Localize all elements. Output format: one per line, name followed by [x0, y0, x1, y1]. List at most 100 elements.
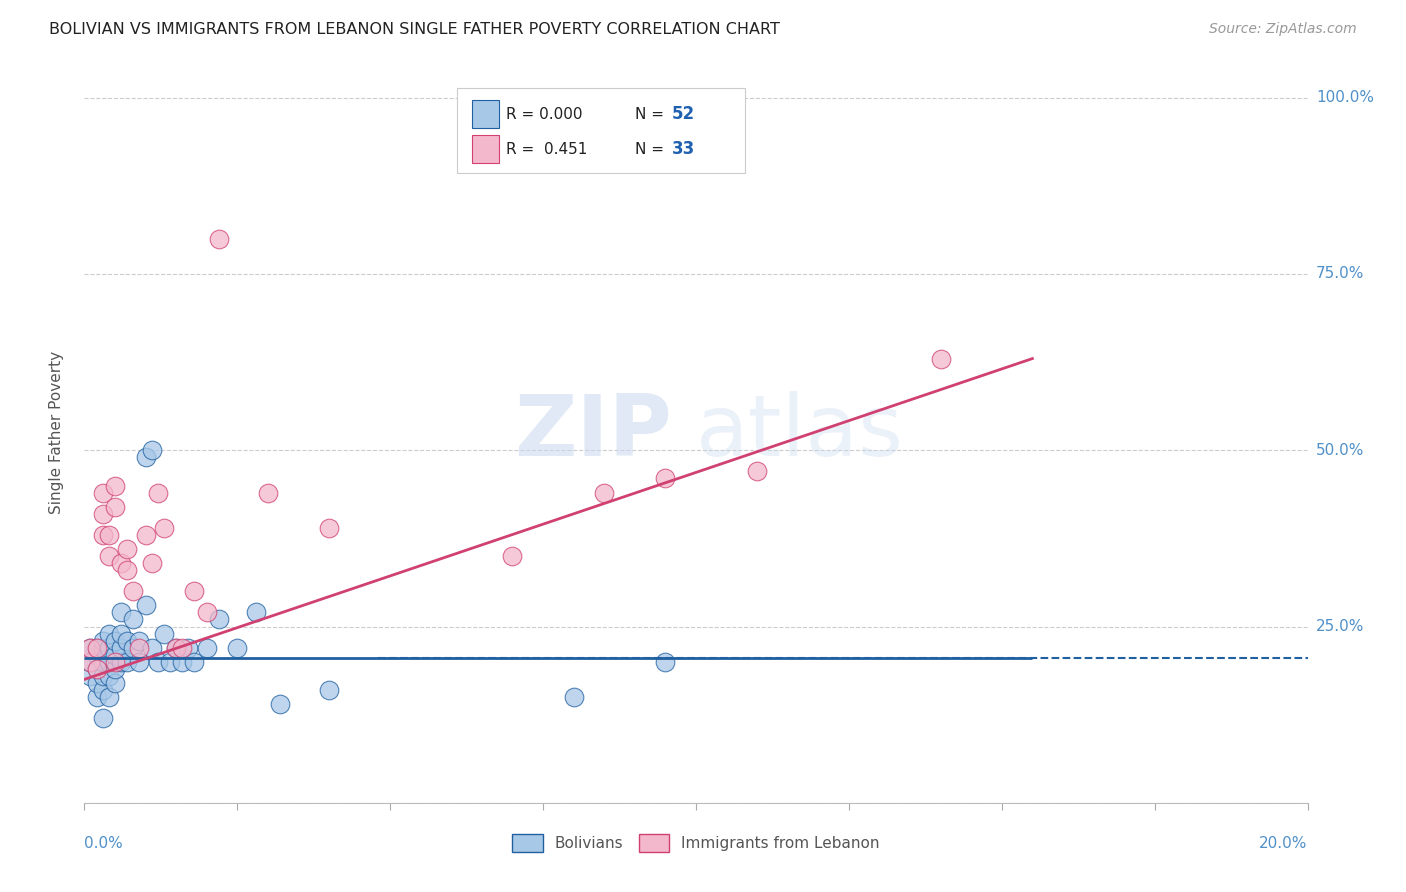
Point — [153, 626, 176, 640]
Point — [86, 640, 108, 655]
Text: 52: 52 — [672, 105, 695, 123]
Point — [122, 640, 145, 655]
Point — [153, 521, 176, 535]
Text: N =: N = — [636, 107, 669, 122]
Point — [104, 676, 127, 690]
Point — [91, 633, 114, 648]
Point — [86, 690, 108, 704]
Text: R = 0.000: R = 0.000 — [506, 107, 583, 122]
Point — [104, 500, 127, 514]
Point — [245, 606, 267, 620]
Text: atlas: atlas — [696, 391, 904, 475]
Point — [104, 633, 127, 648]
Y-axis label: Single Father Poverty: Single Father Poverty — [49, 351, 63, 514]
Point — [195, 640, 218, 655]
Point — [159, 655, 181, 669]
Point — [110, 606, 132, 620]
Point — [79, 655, 101, 669]
Point — [562, 690, 585, 704]
Text: Source: ZipAtlas.com: Source: ZipAtlas.com — [1209, 22, 1357, 37]
Point — [269, 697, 291, 711]
Point — [86, 662, 108, 676]
Point — [97, 528, 120, 542]
Point — [208, 612, 231, 626]
Point — [177, 640, 200, 655]
Point — [91, 528, 114, 542]
Point — [135, 450, 157, 465]
FancyBboxPatch shape — [472, 135, 499, 163]
Point — [79, 655, 101, 669]
Point — [929, 351, 952, 366]
Text: BOLIVIAN VS IMMIGRANTS FROM LEBANON SINGLE FATHER POVERTY CORRELATION CHART: BOLIVIAN VS IMMIGRANTS FROM LEBANON SING… — [49, 22, 780, 37]
Point — [165, 640, 187, 655]
Point — [141, 443, 163, 458]
Text: 100.0%: 100.0% — [1316, 90, 1374, 105]
Point — [86, 640, 108, 655]
Point — [86, 648, 108, 662]
Point — [97, 690, 120, 704]
Point — [183, 584, 205, 599]
Text: 33: 33 — [672, 140, 695, 158]
Legend: Bolivians, Immigrants from Lebanon: Bolivians, Immigrants from Lebanon — [506, 829, 886, 858]
Point — [97, 626, 120, 640]
Point — [91, 683, 114, 698]
Point — [104, 478, 127, 492]
Point — [86, 662, 108, 676]
Point — [79, 669, 101, 683]
Point — [97, 549, 120, 563]
Point — [146, 655, 169, 669]
Point — [141, 556, 163, 570]
Point — [172, 655, 194, 669]
Point — [104, 648, 127, 662]
Point — [135, 599, 157, 613]
Point — [115, 541, 138, 556]
Point — [91, 669, 114, 683]
Point — [104, 655, 127, 669]
Point — [79, 640, 101, 655]
Text: R =  0.451: R = 0.451 — [506, 142, 588, 157]
Point — [208, 232, 231, 246]
Point — [79, 640, 101, 655]
Point — [128, 655, 150, 669]
Point — [110, 626, 132, 640]
Point — [91, 485, 114, 500]
Point — [91, 640, 114, 655]
Point — [122, 584, 145, 599]
Text: ZIP: ZIP — [513, 391, 672, 475]
Point — [183, 655, 205, 669]
Point — [97, 669, 120, 683]
Point — [115, 563, 138, 577]
Point — [110, 655, 132, 669]
Point — [135, 528, 157, 542]
Point — [122, 612, 145, 626]
Point — [195, 606, 218, 620]
Point — [97, 655, 120, 669]
FancyBboxPatch shape — [457, 88, 745, 173]
Point — [91, 711, 114, 725]
Point — [146, 485, 169, 500]
Point — [128, 640, 150, 655]
Point — [593, 485, 616, 500]
Point — [128, 633, 150, 648]
Point — [318, 521, 340, 535]
Point — [91, 655, 114, 669]
Text: 50.0%: 50.0% — [1316, 442, 1364, 458]
Text: 0.0%: 0.0% — [84, 836, 124, 851]
Point — [104, 662, 127, 676]
Text: 20.0%: 20.0% — [1260, 836, 1308, 851]
Point — [97, 640, 120, 655]
Point — [654, 655, 676, 669]
Point — [654, 471, 676, 485]
Point — [502, 549, 524, 563]
Point — [226, 640, 249, 655]
Point — [257, 485, 280, 500]
FancyBboxPatch shape — [472, 100, 499, 128]
Point — [91, 507, 114, 521]
Point — [747, 464, 769, 478]
Point — [115, 633, 138, 648]
Point — [172, 640, 194, 655]
Text: 75.0%: 75.0% — [1316, 267, 1364, 282]
Point — [86, 676, 108, 690]
Text: 25.0%: 25.0% — [1316, 619, 1364, 634]
Point — [110, 556, 132, 570]
